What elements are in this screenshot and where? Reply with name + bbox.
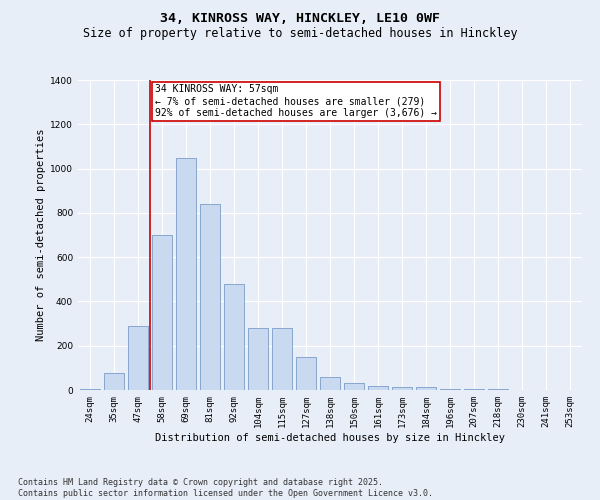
X-axis label: Distribution of semi-detached houses by size in Hinckley: Distribution of semi-detached houses by … [155,432,505,442]
Bar [104,374,124,390]
Bar [440,389,460,390]
Bar [296,357,316,390]
Text: 34 KINROSS WAY: 57sqm
← 7% of semi-detached houses are smaller (279)
92% of semi: 34 KINROSS WAY: 57sqm ← 7% of semi-detac… [155,84,437,117]
Y-axis label: Number of semi-detached properties: Number of semi-detached properties [36,128,46,341]
Bar [368,386,388,390]
Bar [152,235,172,390]
Bar [416,388,436,390]
Bar [344,384,364,390]
Bar [320,376,340,390]
Bar [80,389,100,390]
Bar [200,204,220,390]
Bar [248,328,268,390]
Text: Size of property relative to semi-detached houses in Hinckley: Size of property relative to semi-detach… [83,28,517,40]
Bar [272,328,292,390]
Text: Contains HM Land Registry data © Crown copyright and database right 2025.
Contai: Contains HM Land Registry data © Crown c… [18,478,433,498]
Text: 34, KINROSS WAY, HINCKLEY, LE10 0WF: 34, KINROSS WAY, HINCKLEY, LE10 0WF [160,12,440,26]
Bar [464,389,484,390]
Bar [392,386,412,390]
Bar [176,158,196,390]
Bar [128,326,148,390]
Bar [224,284,244,390]
